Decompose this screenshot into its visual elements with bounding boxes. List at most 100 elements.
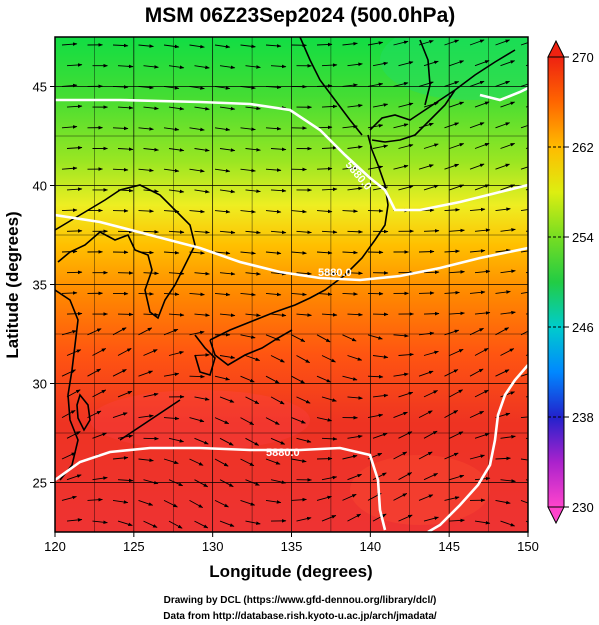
wind-vector: [189, 417, 205, 423]
wind-vector: [321, 104, 338, 109]
wind-vector: [316, 251, 333, 255]
wind-vector: [423, 184, 439, 191]
wind-vector: [342, 41, 358, 46]
wind-vector: [316, 125, 333, 130]
wind-vector: [189, 374, 205, 379]
wind-vector: [393, 493, 408, 501]
wind-vector: [265, 458, 281, 465]
wind-vector: [520, 291, 528, 294]
wind-vector: [219, 437, 234, 446]
x-tick-label: 125: [123, 539, 145, 554]
wind-vector: [321, 230, 338, 234]
wind-vector: [500, 310, 516, 315]
wind-vector: [291, 497, 307, 502]
wind-vector: [316, 42, 333, 47]
wind-vector: [168, 313, 185, 317]
wind-vector: [423, 430, 438, 439]
wind-vector: [112, 456, 129, 460]
wind-vector: [245, 147, 261, 152]
colorbar-tick-label: 230: [572, 500, 594, 515]
wind-vector: [321, 396, 337, 402]
wind-vector: [321, 271, 338, 276]
colorbar-body: [547, 56, 565, 508]
wind-vector: [423, 350, 439, 356]
wind-vector: [444, 249, 460, 254]
wind-vector: [449, 101, 465, 108]
wind-vector: [316, 495, 332, 501]
wind-vector: [291, 375, 306, 384]
wind-vector: [342, 375, 358, 381]
wind-vector: [66, 270, 83, 275]
wind-vector: [495, 207, 511, 212]
wind-vector: [265, 44, 282, 48]
wind-vector: [117, 520, 133, 527]
wind-vector: [194, 353, 210, 357]
wind-vector: [469, 368, 484, 377]
wind-vector: [500, 520, 516, 527]
wind-vector: [112, 369, 127, 377]
wind-vector: [444, 39, 460, 46]
y-tick-label: 25: [33, 476, 47, 491]
wind-vector: [520, 166, 528, 170]
wind-vector: [444, 496, 460, 501]
wind-vector: [66, 518, 83, 522]
wind-vector: [194, 271, 210, 276]
wind-vector: [194, 189, 210, 194]
wind-vector: [393, 411, 408, 419]
geopotential-contours: [55, 86, 528, 532]
contour-north: [55, 98, 528, 212]
wind-vector: [214, 417, 230, 425]
wind-vector: [372, 432, 388, 439]
wind-vector: [117, 478, 134, 483]
wind-vector: [61, 369, 76, 377]
wind-vector: [316, 375, 332, 383]
wind-vector: [449, 474, 465, 481]
wind-vector: [342, 209, 358, 213]
wind-vector: [219, 479, 234, 488]
wind-vector: [61, 495, 77, 501]
wind-vector: [296, 313, 312, 317]
x-tick-label: 140: [359, 539, 381, 554]
wind-vector: [270, 271, 287, 276]
wind-vector: [245, 520, 261, 525]
contour-northeast: [479, 86, 528, 102]
wind-vector: [245, 355, 261, 361]
wind-vector: [138, 327, 153, 336]
wind-vector: [61, 452, 77, 460]
wind-vector: [372, 472, 387, 481]
contour-middle: [55, 213, 528, 282]
wind-vector: [163, 499, 178, 508]
wind-vector: [61, 125, 78, 129]
wind-vector: [189, 458, 204, 466]
wind-vector: [372, 393, 389, 398]
colorbar-tick-label: 254: [572, 230, 594, 245]
x-tick-label: 150: [517, 539, 539, 554]
wind-vector: [449, 60, 465, 67]
wind-vector: [163, 168, 180, 173]
wind-vector: [92, 389, 107, 398]
wind-vector: [138, 458, 154, 463]
wind-vector: [189, 44, 205, 49]
wind-vector: [270, 147, 287, 152]
wind-vector: [296, 437, 312, 443]
wind-vector: [138, 209, 154, 213]
x-tick-label: 120: [44, 539, 66, 554]
wind-vector: [469, 454, 485, 460]
wind-vector: [66, 187, 83, 191]
wind-vector: [214, 458, 229, 467]
wind-vector: [500, 101, 516, 108]
wind-vector: [112, 412, 128, 419]
wind-vector: [245, 272, 261, 276]
wind-vector: [321, 355, 336, 363]
wind-vector: [347, 312, 363, 317]
wind-vector: [66, 104, 83, 109]
wind-vector: [347, 271, 363, 276]
wind-vector: [398, 352, 414, 357]
wind-vector: [168, 230, 185, 234]
wind-vector: [265, 168, 282, 172]
wind-vector: [61, 208, 78, 212]
wind-vector: [444, 208, 460, 212]
wind-vector: [449, 228, 465, 233]
wind-vector: [342, 83, 358, 87]
wind-vector: [66, 63, 83, 67]
